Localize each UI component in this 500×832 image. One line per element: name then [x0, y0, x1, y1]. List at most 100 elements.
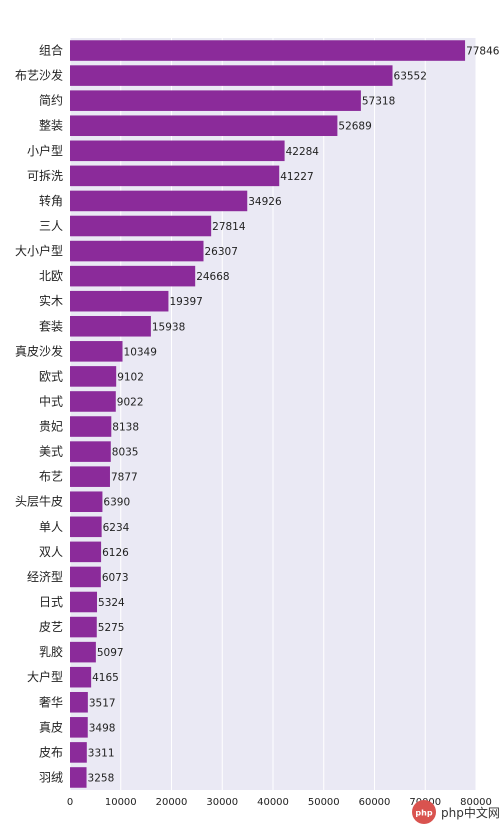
- value-label: 3498: [89, 722, 116, 734]
- bar: [70, 441, 111, 462]
- category-label: 头层牛皮: [15, 494, 63, 509]
- category-label: 实木: [39, 293, 63, 308]
- value-label: 57318: [362, 96, 395, 108]
- bar: [70, 666, 92, 688]
- value-labels: 77846 63552 57318 52689 42284 41227 34926 27814…: [88, 46, 500, 785]
- bar: [70, 366, 117, 387]
- bar: [70, 315, 151, 337]
- bar: [70, 466, 110, 487]
- value-label: 24668: [196, 271, 229, 283]
- bar: [70, 691, 88, 713]
- bar: [70, 566, 101, 588]
- bar: [70, 240, 204, 262]
- category-label: 大小户型: [15, 243, 63, 258]
- value-label: 6073: [102, 572, 129, 584]
- value-label: 19397: [169, 296, 202, 308]
- category-label: 北欧: [39, 269, 63, 283]
- category-label: 双人: [39, 545, 63, 559]
- category-label: 贵妃: [39, 420, 63, 434]
- value-label: 42284: [286, 146, 320, 158]
- bar: [70, 290, 169, 312]
- value-label: 41227: [280, 171, 313, 183]
- watermark-logo-icon: [412, 800, 436, 824]
- bar: [70, 190, 248, 212]
- x-tick-label: 20000: [156, 797, 188, 808]
- x-tick-label: 10000: [105, 797, 137, 808]
- category-label: 布艺沙发: [15, 68, 63, 83]
- bar: [70, 516, 102, 538]
- bar: [70, 65, 393, 86]
- value-label: 8138: [112, 422, 139, 434]
- x-tick-label: 30000: [206, 797, 238, 808]
- bar: [70, 391, 116, 412]
- category-label: 真皮沙发: [15, 343, 63, 358]
- watermark-logo-text: php: [415, 809, 432, 818]
- value-label: 3517: [89, 697, 116, 709]
- category-label: 中式: [39, 393, 63, 408]
- category-label: 美式: [39, 445, 63, 459]
- value-label: 6390: [103, 497, 130, 509]
- value-label: 6234: [103, 522, 130, 534]
- category-label: 羽绒: [39, 770, 63, 784]
- category-labels: 组合布艺沙发简约整装小户型可拆洗转角三人大小户型北欧实木套装真皮沙发欧式中式贵妃…: [15, 43, 63, 785]
- category-label: 奢华: [39, 695, 63, 709]
- value-label: 27814: [212, 221, 246, 233]
- value-label: 9022: [117, 396, 144, 408]
- bar: [70, 115, 338, 137]
- bar: [70, 40, 466, 61]
- bar: [70, 591, 98, 613]
- value-label: 15938: [152, 321, 185, 333]
- bar: [70, 742, 87, 763]
- category-label: 三人: [39, 219, 63, 233]
- value-label: 5324: [98, 597, 125, 609]
- bars: [70, 40, 466, 788]
- value-label: 8035: [112, 447, 139, 459]
- category-label: 套装: [39, 319, 63, 333]
- bar: [70, 265, 196, 287]
- watermark: php php中文网: [412, 800, 500, 824]
- category-label: 组合: [39, 43, 63, 58]
- x-tick-label: 80000: [460, 797, 492, 808]
- bar: [70, 341, 123, 362]
- category-label: 可拆洗: [27, 168, 63, 183]
- value-label: 10349: [124, 346, 157, 358]
- x-tick-label: 40000: [257, 797, 289, 808]
- value-label: 52689: [338, 121, 371, 133]
- x-tick-label: 60000: [359, 797, 391, 808]
- bar: [70, 616, 97, 638]
- value-label: 77846: [466, 46, 500, 58]
- bar: [70, 541, 102, 563]
- category-label: 皮艺: [39, 620, 63, 634]
- bar: [70, 641, 96, 663]
- value-label: 9102: [117, 371, 144, 383]
- category-label: 欧式: [39, 369, 63, 383]
- value-label: 5275: [98, 622, 125, 634]
- watermark-text: php中文网: [441, 805, 500, 820]
- value-label: 63552: [394, 71, 427, 83]
- category-label: 小户型: [27, 143, 63, 158]
- category-label: 真皮: [39, 720, 63, 734]
- grid-lines: [69, 38, 477, 790]
- category-label: 日式: [39, 595, 63, 609]
- value-label: 3311: [88, 747, 115, 759]
- bar: [70, 767, 87, 788]
- x-tick-label: 0: [67, 797, 73, 808]
- bar: [70, 140, 285, 162]
- bar: [70, 215, 212, 237]
- bar: [70, 491, 103, 513]
- category-label: 皮布: [39, 745, 63, 759]
- value-label: 4165: [92, 672, 119, 684]
- value-label: 34926: [248, 196, 282, 208]
- category-label: 乳胶: [39, 644, 63, 659]
- value-label: 5097: [97, 647, 124, 659]
- x-tick-label: 50000: [308, 797, 340, 808]
- category-label: 大户型: [27, 669, 63, 684]
- category-label: 整装: [39, 118, 63, 133]
- category-label: 单人: [39, 520, 63, 534]
- category-label: 简约: [39, 93, 63, 108]
- value-label: 26307: [205, 246, 238, 258]
- value-label: 3258: [88, 772, 115, 784]
- category-label: 转角: [39, 193, 63, 208]
